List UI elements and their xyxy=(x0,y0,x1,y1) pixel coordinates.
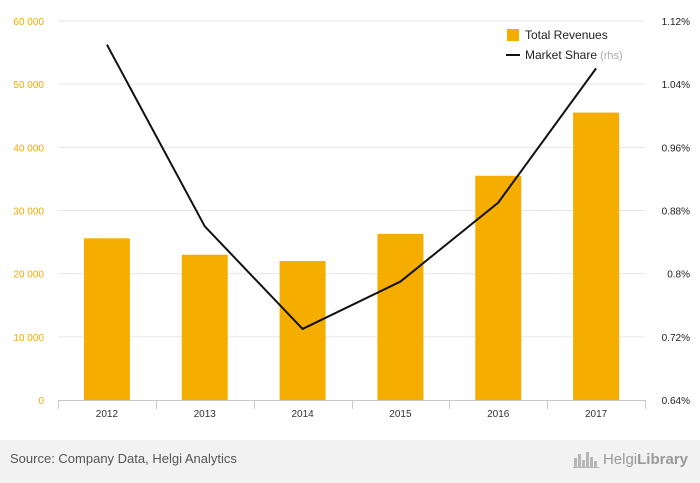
x-axis-tick-label: 2013 xyxy=(194,409,217,420)
x-axis-tick-label: 2014 xyxy=(291,409,314,420)
bar-total-revenues xyxy=(475,175,522,400)
line-market-share xyxy=(106,44,597,330)
legend-label: Total Revenues xyxy=(525,28,608,42)
bar-total-revenues xyxy=(181,254,228,400)
bar-total-revenues xyxy=(573,112,620,400)
left-axis-tick-label: 30 000 xyxy=(13,207,44,218)
left-axis-tick-label: 0 xyxy=(38,396,44,407)
brand-name-part1: Helgi xyxy=(602,450,638,468)
revenue-market-share-chart: 0 10 000 20 000 30 000 40 000 50 000 60 000 0.6… xyxy=(13,17,690,420)
left-axis-tick-label: 60 000 xyxy=(13,17,44,28)
bar-total-revenues xyxy=(279,261,326,400)
right-axis-tick-label: 0.8% xyxy=(667,270,690,281)
city-skyline-icon xyxy=(572,452,599,468)
x-axis-tick-label: 2017 xyxy=(585,409,608,420)
chart-area: 0 10 000 20 000 30 000 40 000 50 000 60 000 0.6… xyxy=(13,17,690,420)
x-axis-tick-label: 2015 xyxy=(389,409,412,420)
left-axis-tick-label: 40 000 xyxy=(13,143,44,154)
x-axis-tick-label: 2012 xyxy=(96,409,119,420)
x-axis-tick-label: 2016 xyxy=(487,409,510,420)
brand-logo[interactable]: HelgiLibrary xyxy=(572,450,688,468)
right-axis-tick-label: 0.64% xyxy=(662,396,690,407)
right-axis-tick-label: 0.88% xyxy=(662,207,690,218)
bar-total-revenues xyxy=(377,233,424,400)
bar-total-revenues xyxy=(83,238,130,400)
legend-note: (rhs) xyxy=(597,50,623,62)
right-axis-tick-label: 0.72% xyxy=(662,333,690,344)
footer: Source: Company Data, Helgi Analytics He… xyxy=(0,440,700,483)
right-axis-tick-label: 1.04% xyxy=(662,80,690,91)
legend-label: Market Share (rhs) xyxy=(525,48,623,62)
left-axis-tick-label: 50 000 xyxy=(13,80,44,91)
right-axis-tick-label: 1.12% xyxy=(662,17,690,28)
right-axis-tick-label: 0.96% xyxy=(662,143,690,154)
legend-swatch-total-revenues xyxy=(507,29,519,41)
brand-name-part2: Library xyxy=(637,450,688,468)
left-axis-tick-label: 10 000 xyxy=(13,333,44,344)
left-axis-tick-label: 20 000 xyxy=(13,270,44,281)
source-note: Source: Company Data, Helgi Analytics xyxy=(10,451,237,466)
